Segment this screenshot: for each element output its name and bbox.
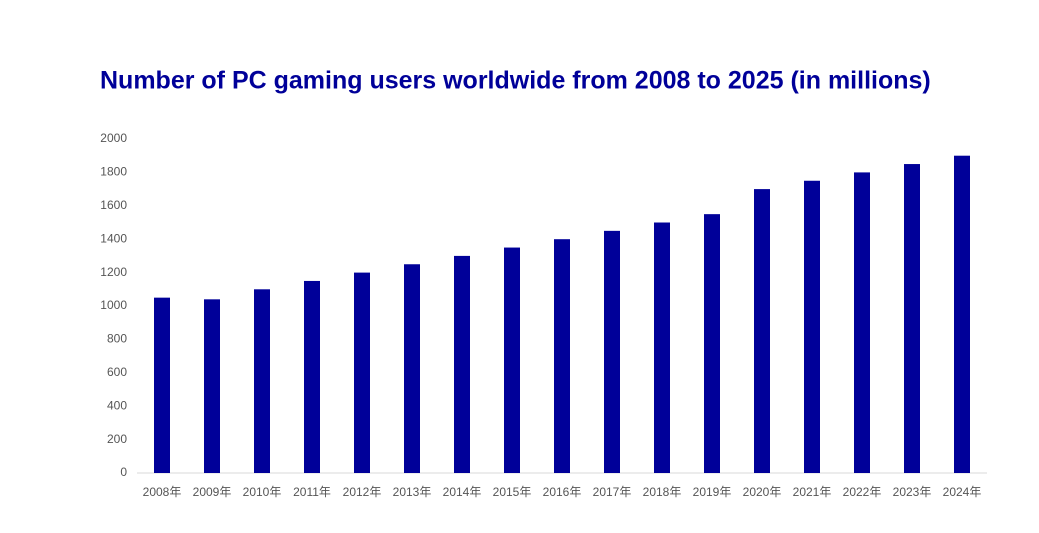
- y-tick-label: 1200: [100, 265, 127, 279]
- y-tick-label: 1400: [100, 231, 127, 245]
- bar: [454, 255, 470, 473]
- y-tick-label: 1800: [100, 165, 127, 179]
- x-tick-label: 2022年: [843, 485, 882, 499]
- x-tick-label: 2024年: [943, 485, 982, 499]
- bar: [154, 297, 170, 473]
- chart-title: Number of PC gaming users worldwide from…: [100, 67, 931, 95]
- x-tick-label: 2015年: [493, 485, 532, 499]
- x-tick-label: 2013年: [393, 485, 432, 499]
- bar: [704, 214, 720, 473]
- bar: [254, 289, 270, 473]
- bar: [554, 239, 570, 473]
- x-tick-label: 2017年: [593, 485, 632, 499]
- bar: [504, 247, 520, 473]
- y-tick-label: 1600: [100, 198, 127, 212]
- y-tick-label: 400: [107, 398, 127, 412]
- y-tick-label: 1000: [100, 298, 127, 312]
- x-tick-label: 2009年: [193, 485, 232, 499]
- y-tick-label: 0: [120, 465, 127, 479]
- y-tick-label: 2000: [100, 131, 127, 145]
- x-tick-label: 2023年: [893, 485, 932, 499]
- bar: [954, 155, 970, 473]
- y-tick-label: 600: [107, 365, 127, 379]
- bar: [304, 280, 320, 473]
- x-tick-label: 2011年: [293, 485, 331, 499]
- x-tick-label: 2020年: [743, 485, 782, 499]
- x-tick-label: 2016年: [543, 485, 582, 499]
- bar: [904, 164, 920, 474]
- x-tick-label: 2014年: [443, 485, 482, 499]
- bar: [804, 180, 820, 473]
- bar: [854, 172, 870, 473]
- y-tick-label: 800: [107, 332, 127, 346]
- bar: [754, 189, 770, 473]
- bar: [654, 222, 670, 473]
- x-tick-label: 2012年: [343, 485, 382, 499]
- bar: [404, 264, 420, 473]
- x-tick-label: 2018年: [643, 485, 682, 499]
- x-tick-label: 2010年: [243, 485, 282, 499]
- x-tick-label: 2019年: [693, 485, 732, 499]
- x-tick-label: 2008年: [143, 485, 182, 499]
- bar: [354, 272, 370, 473]
- bar: [204, 299, 220, 473]
- y-tick-label: 200: [107, 432, 127, 446]
- bar: [604, 230, 620, 473]
- x-tick-label: 2021年: [793, 485, 832, 499]
